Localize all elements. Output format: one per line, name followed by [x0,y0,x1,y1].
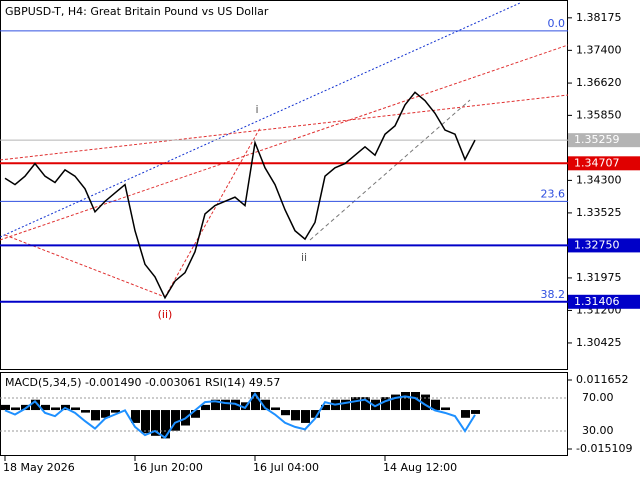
price-box-label: 1.34707 [574,156,620,169]
macd-bar [1,404,10,411]
y-tick-label: 1.33525 [576,206,622,219]
trend-line [0,94,569,161]
macd-bar [291,410,300,421]
price-box-label: 1.32750 [574,238,620,251]
macd-bar [361,397,370,411]
macd-bar [91,410,100,421]
macd-bar [221,399,230,411]
trend-line [0,44,569,241]
macd-bar [461,410,470,418]
y-tick-label: 1.38175 [576,11,622,24]
y2-tick-label: 30.00 [582,424,614,437]
fib-label: 0.0 [548,17,566,30]
price-box [568,238,640,253]
macd-bar [161,410,170,439]
y-tick-label: 0.011652 [576,373,629,386]
macd-bar [101,410,110,418]
macd-bar [41,404,50,411]
fib-label: 23.6 [541,187,566,200]
macd-bar [141,410,150,434]
macd-bar [281,410,290,416]
rsi-line [4,392,476,439]
macd-bar [271,407,280,411]
macd-bar [11,407,20,411]
macd-bar [81,410,90,413]
wave-label: ii [301,251,307,264]
macd-bar [251,391,260,411]
macd-bar [151,410,160,436]
macd-bar [211,399,220,411]
indicator-title: MACD(5,34,5) -0.001490 -0.003061 RSI(14)… [5,376,280,389]
wave-line [4,234,166,298]
macd-bar [401,391,410,411]
wave-line [309,99,471,241]
x-tick-label: 18 May 2026 [3,461,75,474]
macd-bar [371,399,380,411]
main-frame [0,0,568,370]
macd-bar [421,394,430,411]
indicator-frame [0,372,568,456]
macd-bar [341,399,350,411]
macd-bar [301,410,310,423]
macd-bar [111,410,120,413]
macd-bar [471,410,480,414]
macd-bar [351,397,360,411]
macd-bar [31,399,40,411]
macd-bar [311,410,320,418]
price-box [568,133,640,148]
macd-bar [171,410,180,431]
price-box-label: 1.31406 [574,295,620,308]
y-tick-label: 1.30425 [576,336,622,349]
macd-bar [381,397,390,411]
price-box [568,156,640,171]
price-box [568,294,640,309]
macd-bar [321,404,330,411]
wave-label: (ii) [158,308,173,321]
wave-label: i [255,103,258,116]
trend-line [0,2,521,238]
price-line [4,91,476,300]
x-tick-label: 16 Jul 04:00 [253,461,319,474]
macd-bar [191,410,200,418]
macd-bar [201,404,210,411]
y-tick-label: 1.34300 [576,173,622,186]
y-tick-label: 1.37400 [576,43,622,56]
y-tick-label: 1.36620 [576,76,622,89]
macd-bar [51,407,60,411]
macd-bar [71,407,80,411]
macd-bar [391,394,400,411]
macd-bar [131,410,140,423]
y-tick-label: 1.35850 [576,108,622,121]
x-tick-label: 16 Jun 20:00 [133,461,203,474]
macd-bar [411,391,420,411]
y-tick-label: 1.31975 [576,271,622,284]
wave-line [164,127,261,298]
y2-tick-label: 70.00 [582,391,614,404]
macd-bar [441,407,450,411]
x-tick-label: 14 Aug 12:00 [383,461,457,474]
chart-title: GBPUSD-T, H4: Great Britain Pound vs US … [5,5,269,18]
macd-bar [431,399,440,411]
macd-bar [261,399,270,411]
y-tick-label: -0.015109 [576,442,632,455]
fib-label: 38.2 [541,288,566,301]
price-box-label: 1.35259 [574,133,620,146]
